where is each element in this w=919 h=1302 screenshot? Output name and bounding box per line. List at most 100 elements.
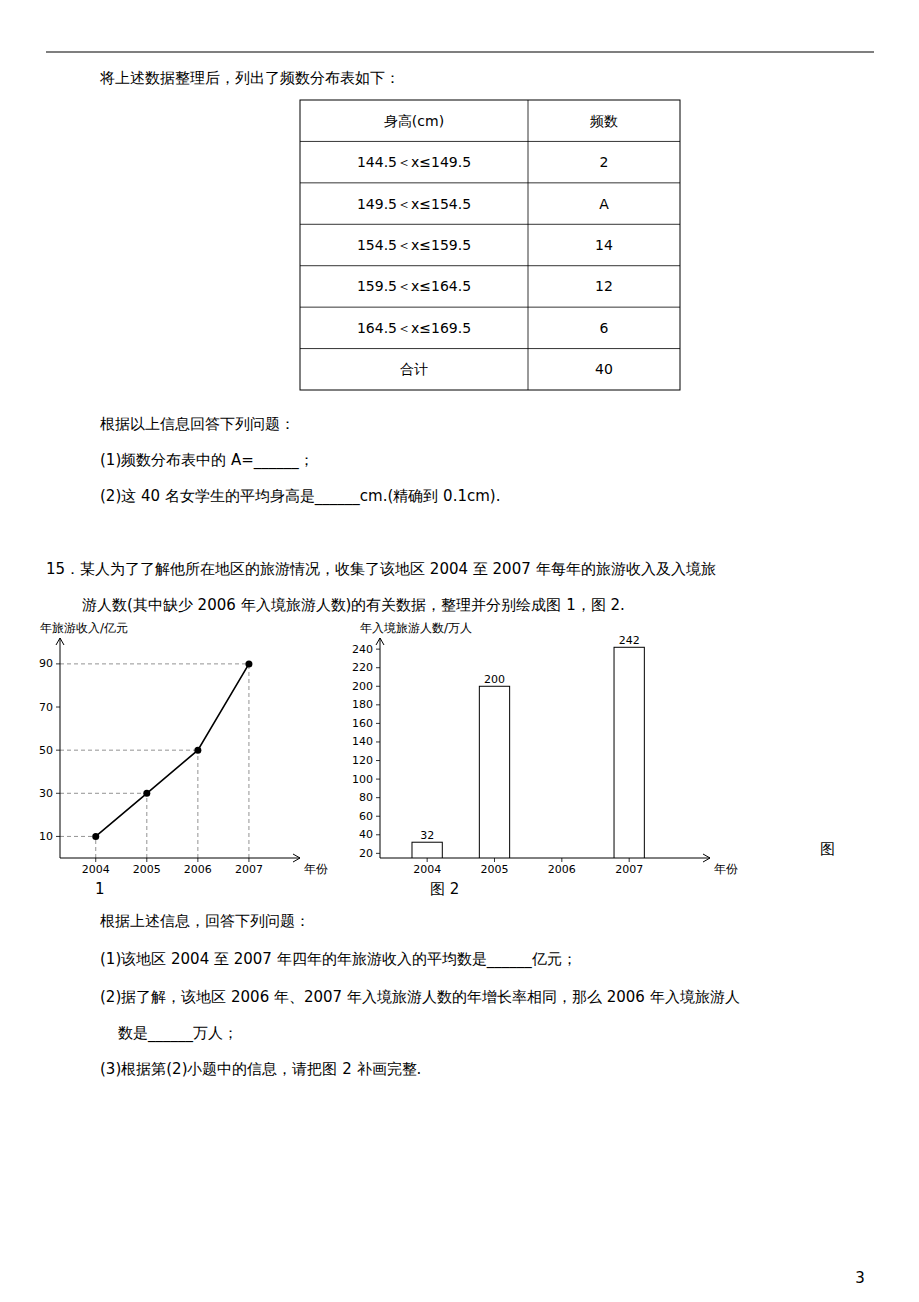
page-text: 将上述数据整理后，列出了频数分布表如下：: [99, 69, 400, 87]
y-tick-label: 180: [352, 698, 373, 711]
y-tick-label: 60: [359, 810, 373, 823]
table-cell: A: [599, 196, 609, 212]
table-cell: 合计: [400, 361, 428, 377]
table-rule: [300, 307, 680, 308]
y-tick: [376, 649, 380, 650]
page-text: 1: [95, 880, 105, 898]
plot-area: [412, 647, 644, 858]
x-axis-label: 年份: [304, 862, 328, 876]
table-cell: 144.5＜x≤149.5: [357, 154, 471, 170]
plot-area: [60, 660, 252, 858]
y-tick-label: 100: [352, 773, 373, 786]
bar: [412, 842, 442, 858]
page-number: 3: [855, 1269, 865, 1287]
line: [96, 664, 249, 837]
y-tick-label: 140: [352, 735, 373, 748]
y-tick-label: 50: [39, 744, 53, 757]
y-tick: [376, 667, 380, 668]
y-tick-label: 80: [359, 791, 373, 804]
y-tick: [56, 707, 60, 708]
table-header: 身高(cm): [384, 113, 444, 129]
point: [245, 660, 252, 667]
x-tick: [95, 858, 96, 862]
table-rule: [300, 265, 680, 266]
table-cell: 40: [595, 361, 613, 377]
guide-line: [60, 836, 96, 837]
page-text: 根据以上信息回答下列问题：: [100, 415, 295, 433]
y-tick-label: 20: [359, 847, 373, 860]
x-tick-label: 2007: [615, 863, 643, 876]
bar: [479, 686, 509, 858]
chart: 10305070902004200520062007年旅游收入/亿元年份: [39, 621, 328, 876]
page-text: (1)该地区 2004 至 2007 年四年的年旅游收入的平均数是______亿…: [100, 950, 577, 969]
y-tick-label: 120: [352, 754, 373, 767]
x-tick-label: 2004: [82, 863, 110, 876]
y-axis: [60, 638, 61, 858]
page-text: 游人数(其中缺少 2006 年入境旅游人数)的有关数据，整理并分别绘成图 1，图…: [82, 596, 625, 614]
y-tick-label: 10: [39, 830, 53, 843]
axis-arrow: [56, 638, 64, 645]
y-tick-label: 90: [39, 657, 53, 670]
y-tick: [56, 750, 60, 751]
y-tick: [376, 741, 380, 742]
y-tick-label: 40: [359, 828, 373, 841]
page-text: 15．某人为了了解他所在地区的旅游情况，收集了该地区 2004 至 2007 年…: [46, 560, 716, 578]
chart-title: 年旅游收入/亿元: [40, 621, 128, 635]
y-axis: [380, 638, 381, 858]
y-tick: [56, 836, 60, 837]
guide-line: [60, 750, 198, 751]
y-tick-label: 30: [39, 787, 53, 800]
rule: [46, 51, 874, 52]
page-text: (2)据了解，该地区 2006 年、2007 年入境旅游人数的年增长率相同，那么…: [100, 988, 740, 1006]
guide-line: [197, 750, 198, 858]
table-border: [300, 100, 680, 390]
x-tick-label: 2005: [480, 863, 508, 876]
table-rule: [300, 224, 680, 225]
y-tick: [376, 797, 380, 798]
table-rule: [528, 100, 529, 390]
guide-line: [248, 664, 249, 858]
data-label: 242: [619, 634, 640, 647]
x-tick: [248, 858, 249, 862]
y-tick: [376, 686, 380, 687]
y-tick-label: 160: [352, 717, 373, 730]
guide-line: [146, 793, 147, 858]
table-cell: 14: [595, 237, 613, 253]
data-label: 200: [484, 673, 505, 686]
table-cell: 154.5＜x≤159.5: [357, 237, 471, 253]
x-tick-label: 2004: [413, 863, 441, 876]
y-tick: [376, 779, 380, 780]
x-tick: [494, 858, 495, 862]
bar: [614, 647, 644, 858]
y-tick-label: 240: [352, 643, 373, 656]
table-rule: [300, 141, 680, 142]
x-tick: [629, 858, 630, 862]
x-tick-label: 2006: [548, 863, 576, 876]
y-tick: [376, 723, 380, 724]
x-tick-label: 2007: [235, 863, 263, 876]
y-tick-label: 70: [39, 701, 53, 714]
table: 身高(cm)频数144.5＜x≤149.52149.5＜x≤154.5A154.…: [300, 100, 680, 390]
x-axis: [60, 858, 300, 859]
table-cell: 6: [600, 320, 609, 336]
page-text: 图: [820, 840, 835, 858]
table-rule: [300, 348, 680, 349]
x-axis-label: 年份: [714, 862, 738, 876]
guide-line: [60, 663, 249, 664]
table-rule: [300, 182, 680, 183]
y-tick: [56, 663, 60, 664]
guide-line: [60, 793, 147, 794]
page-text: 根据上述信息，回答下列问题：: [100, 912, 310, 930]
x-tick: [146, 858, 147, 862]
page-text: (2)这 40 名女学生的平均身高是______cm.(精确到 0.1cm).: [100, 487, 500, 506]
chart: 2040608010012014016018020022024020042005…: [352, 621, 738, 876]
y-tick: [56, 793, 60, 794]
y-tick: [376, 704, 380, 705]
data-label: 32: [420, 829, 434, 842]
table-cell: 2: [600, 154, 609, 170]
x-tick: [427, 858, 428, 862]
x-tick-label: 2006: [184, 863, 212, 876]
table-header: 频数: [590, 113, 618, 129]
y-tick: [376, 834, 380, 835]
table-cell: 164.5＜x≤169.5: [357, 320, 471, 336]
